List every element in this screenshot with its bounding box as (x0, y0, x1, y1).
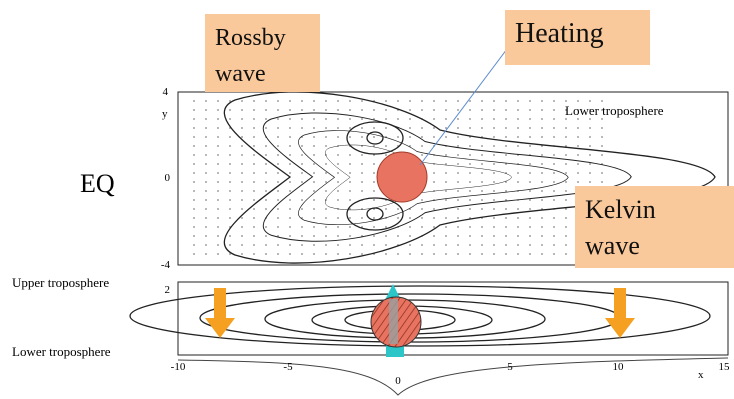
rossby-label: Rossby wave (205, 14, 320, 92)
eq-label: EQ (80, 169, 115, 198)
y-tick: 4 (163, 86, 169, 98)
diagram: 4 y 0 -4 2 -10 -5 0 5 10 15 x EQ Lower t… (0, 0, 734, 399)
x-label: x (698, 369, 704, 381)
x-tick: 5 (507, 361, 513, 373)
y-tick: 2 (165, 284, 171, 296)
kelvin-label: Kelvin wave (575, 186, 734, 268)
x-tick: -10 (171, 361, 186, 373)
layer-label: Upper troposphere (12, 275, 109, 290)
x-tick: -5 (283, 361, 293, 373)
x-tick: 15 (719, 361, 731, 373)
column (389, 299, 398, 344)
y-tick: 0 (165, 172, 171, 184)
layer-label: Lower troposphere (565, 103, 664, 118)
heating-label: Heating (505, 10, 650, 65)
bottom-panel (178, 282, 728, 355)
x-tick: 0 (395, 375, 401, 387)
y-tick: -4 (161, 259, 171, 271)
x-tick: 10 (613, 361, 625, 373)
pressure-curve (178, 358, 728, 395)
layer-label: Lower troposphere (12, 344, 111, 359)
heating-region (377, 152, 427, 202)
y-label: y (162, 108, 168, 120)
